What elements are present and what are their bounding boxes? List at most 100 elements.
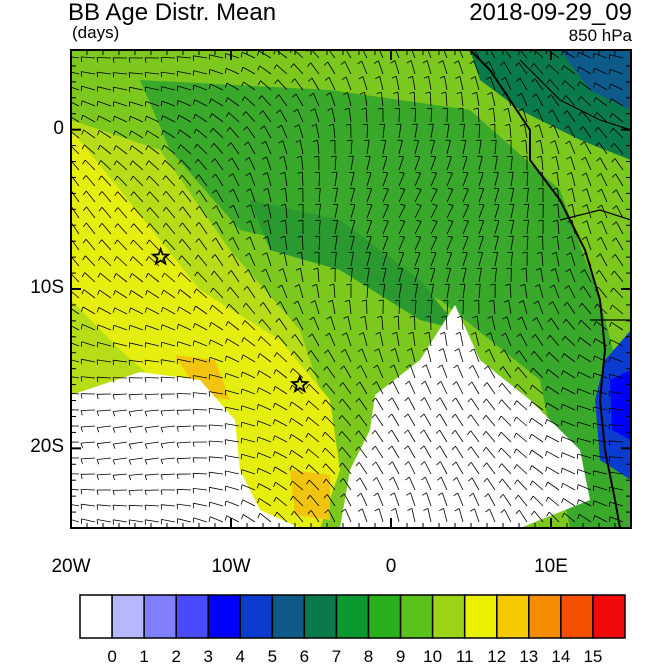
wind-barb-flag (484, 348, 490, 353)
wind-barb-flag (484, 46, 488, 50)
wind-barb-flag (279, 251, 285, 255)
wind-barb-flag (563, 302, 568, 307)
wind-barb (300, 268, 304, 283)
wind-barb-flag (274, 511, 278, 517)
wind-barb-flag (422, 45, 426, 48)
wind-barb (361, 508, 368, 523)
wind-barb (71, 101, 80, 107)
wind-barb (147, 272, 160, 283)
wind-barb (586, 204, 592, 219)
wind-barb-flag (194, 159, 199, 164)
wind-barb (478, 156, 483, 171)
wind-barb (161, 359, 176, 363)
wind-barb (409, 477, 416, 491)
wind-barb (345, 509, 352, 523)
wind-barb-flag (582, 220, 588, 224)
wind-barb (209, 456, 224, 459)
wind-barb-flag (498, 478, 503, 484)
wind-barb (579, 337, 592, 347)
wind-barb-flag (96, 443, 100, 449)
wind-barb-flag (410, 107, 416, 110)
wind-barb (609, 424, 624, 427)
wind-barb (616, 205, 624, 219)
wind-barb-flag (374, 508, 380, 512)
wind-barb-flag (323, 494, 328, 499)
wind-barb (608, 440, 624, 443)
wind-barb (488, 61, 496, 75)
wind-barb-flag (305, 400, 309, 406)
wind-barb (179, 289, 192, 299)
wind-barb (229, 286, 240, 299)
wind-barb-flag (65, 100, 66, 105)
wind-barb (382, 252, 388, 267)
wind-barb (563, 353, 576, 363)
wind-barb (341, 447, 352, 459)
wind-barb (178, 306, 192, 315)
colorbar-swatch (271, 594, 306, 639)
wind-barb-flag (535, 267, 541, 271)
wind-barb-flag (178, 222, 183, 227)
wind-barb (424, 461, 432, 475)
wind-barb (478, 172, 484, 187)
wind-barb (197, 271, 208, 283)
wind-barb (429, 91, 432, 107)
wind-barb-flag (340, 493, 345, 498)
colorbar-swatch (431, 594, 466, 639)
wind-barb (132, 160, 144, 171)
wind-barb-flag (366, 187, 372, 190)
wind-barb-flag (582, 188, 587, 192)
colorbar-label: 10 (423, 647, 443, 666)
wind-barb-flag (390, 348, 396, 352)
wind-barb (395, 76, 400, 91)
wind-barb (475, 332, 480, 347)
wind-barb (485, 431, 496, 443)
wind-barb-flag (310, 108, 316, 112)
wind-barb (295, 93, 304, 107)
wind-barb-flag (608, 83, 611, 89)
wind-barb (98, 115, 112, 123)
wind-barb (228, 303, 240, 315)
wind-barb-flag (347, 267, 353, 270)
colorbar-swatch (367, 594, 402, 639)
wind-barb (374, 414, 384, 427)
wind-barb (113, 72, 128, 75)
wind-barb-flag (66, 306, 68, 311)
wind-barb (330, 92, 336, 107)
wind-barb-flag (256, 387, 259, 393)
wind-barb (551, 109, 560, 123)
wind-barb (457, 492, 464, 507)
wind-barb-flag (608, 456, 611, 462)
wind-barb-flag (577, 337, 581, 343)
wind-barb (571, 220, 576, 235)
wind-barb-flag (463, 203, 469, 206)
wind-barb-flag (194, 254, 199, 260)
wind-barb (291, 465, 304, 475)
wind-barb (522, 300, 528, 315)
wind-barb-flag (515, 509, 520, 515)
wind-barb (582, 126, 592, 139)
wind-barb (414, 315, 416, 331)
wind-barb-flag (309, 316, 314, 321)
wind-barb (461, 92, 464, 107)
wind-barb-flag (113, 145, 117, 151)
wind-barb-flag (176, 100, 179, 106)
wind-barb (97, 457, 112, 460)
wind-barb-flag (455, 76, 461, 79)
wind-barb-flag (224, 355, 227, 361)
wind-barb-flag (593, 112, 598, 117)
wind-barb (81, 376, 96, 379)
wind-barb (259, 512, 272, 523)
wind-barb (488, 349, 496, 363)
wind-barb (411, 348, 416, 363)
wind-barb-flag (610, 287, 614, 293)
wind-barb (215, 189, 224, 203)
wind-barb (334, 188, 338, 203)
wind-barb-flag (112, 505, 115, 511)
star-marker-1 (150, 246, 171, 266)
wind-barb (113, 425, 128, 429)
wind-barb-flag (331, 171, 338, 173)
wind-barb-flag (463, 187, 469, 190)
wind-barb-flag (416, 219, 422, 222)
wind-barb (611, 112, 624, 123)
wind-barb (444, 76, 448, 91)
